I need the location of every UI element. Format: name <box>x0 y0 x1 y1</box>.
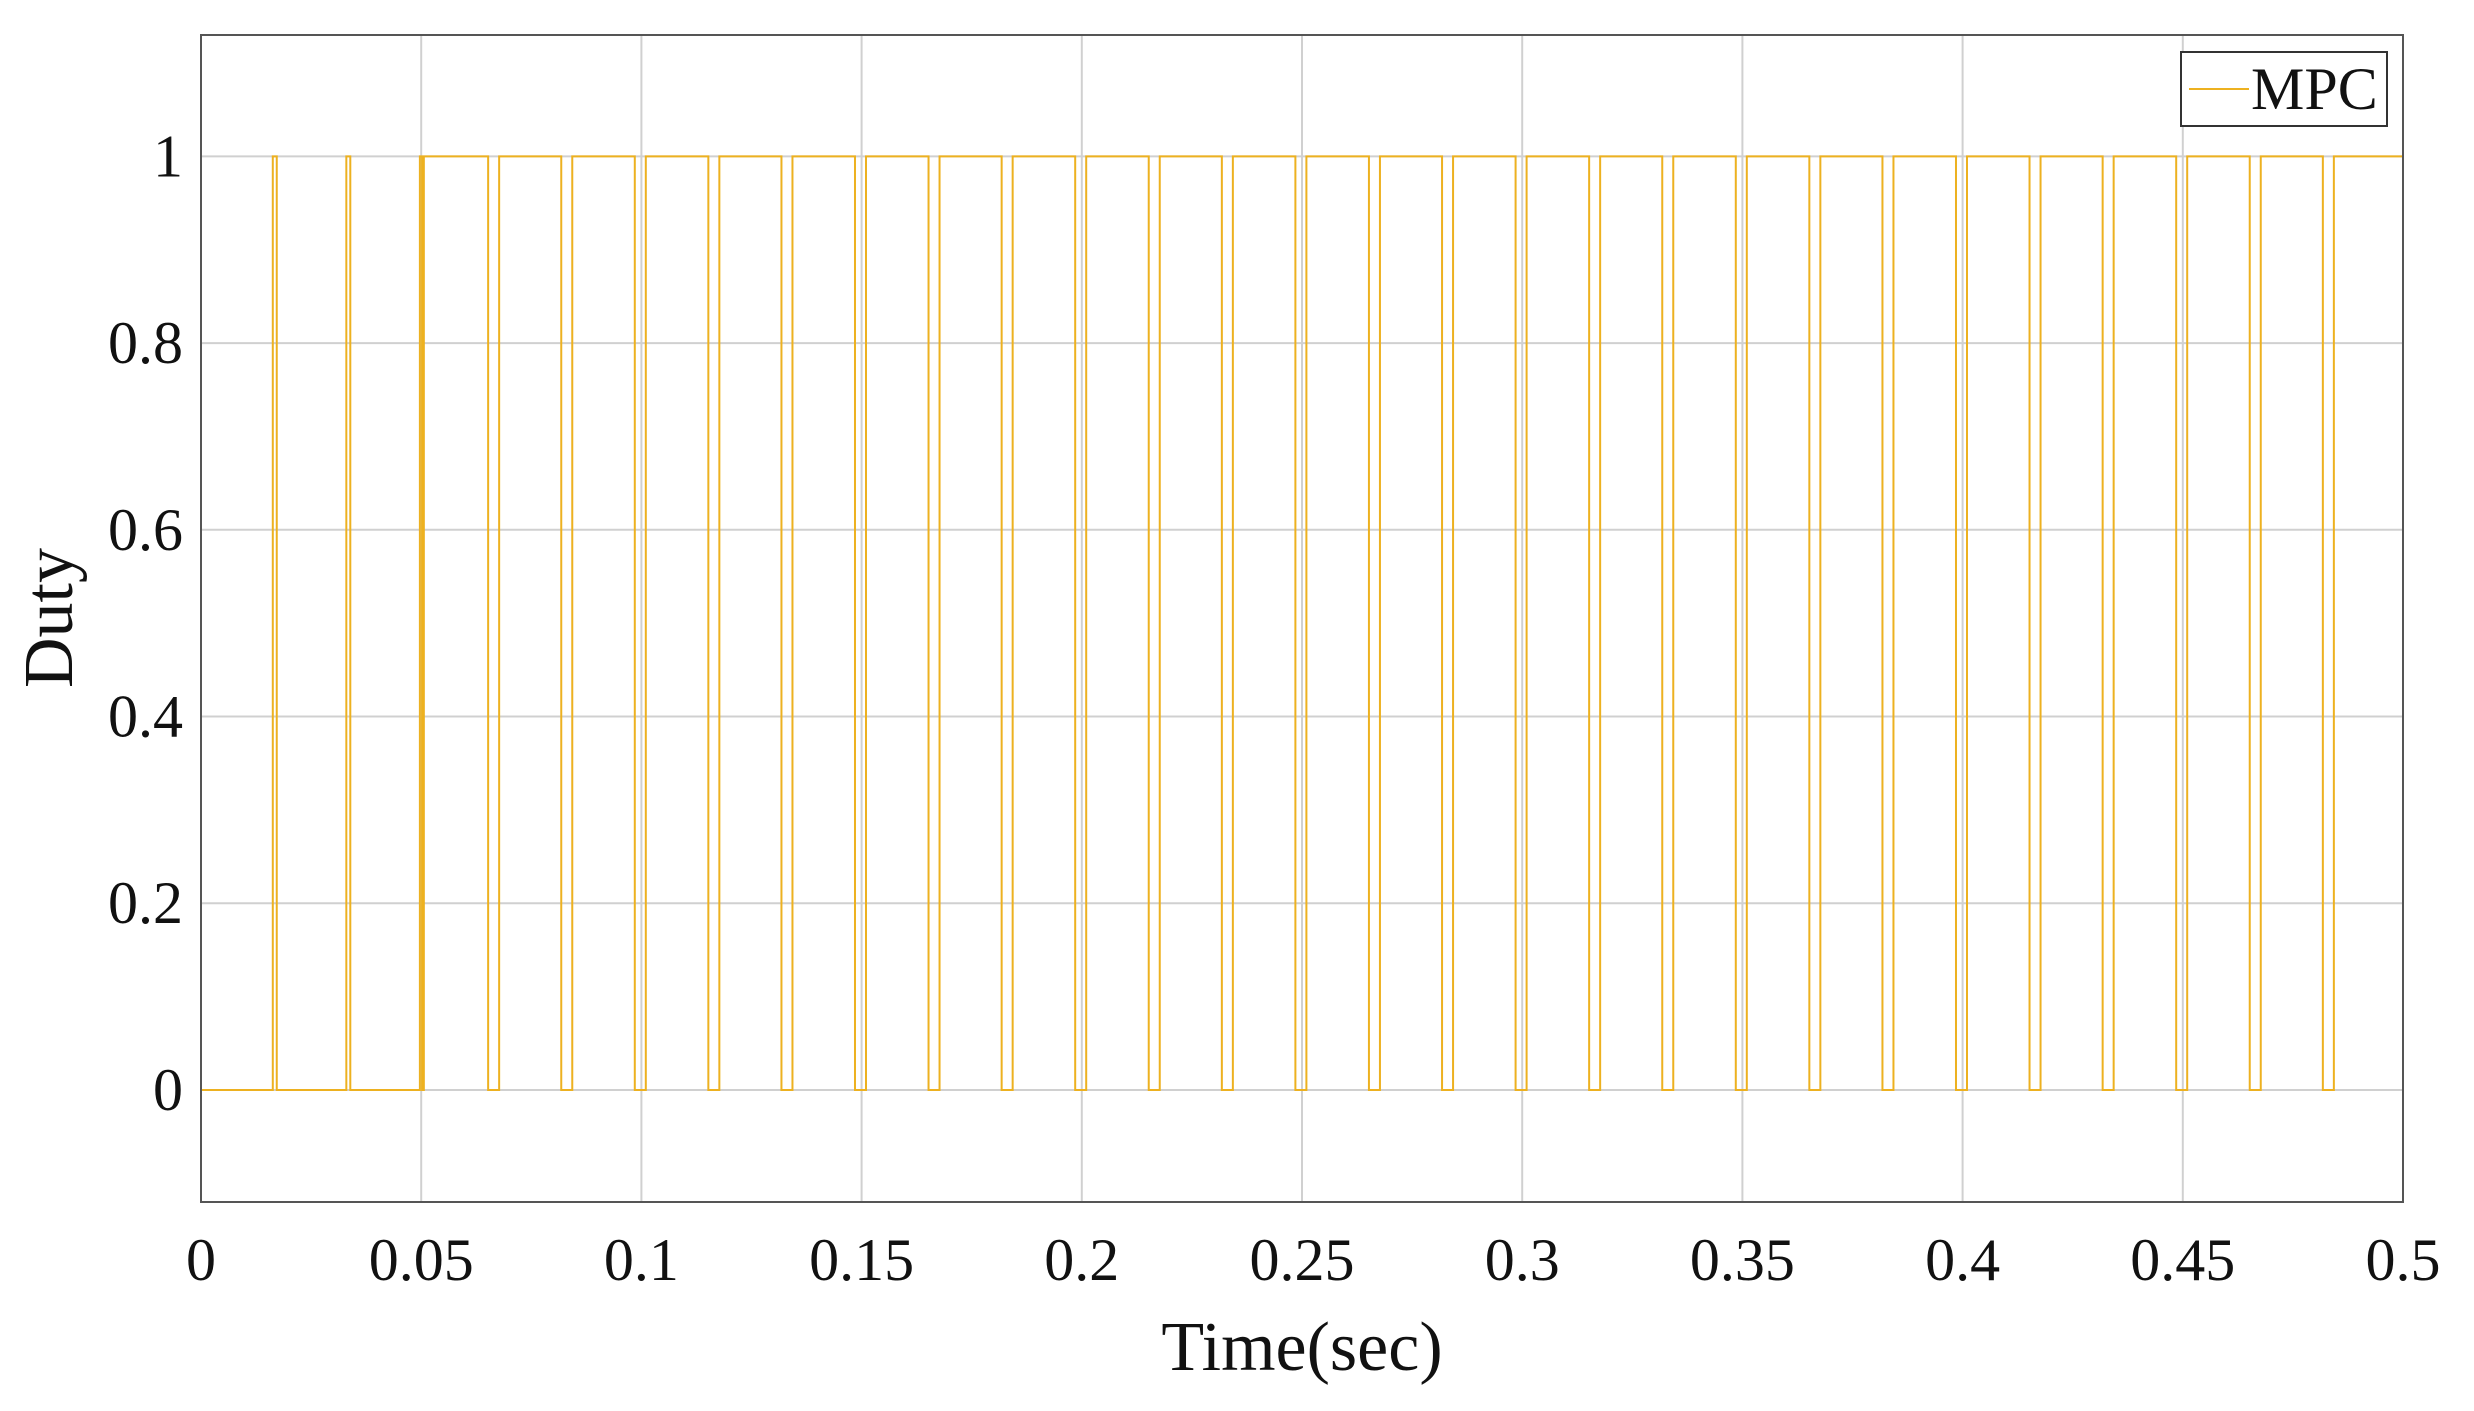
x-tick-label: 0.05 <box>369 1227 474 1293</box>
x-tick-label: 0.4 <box>1925 1227 2000 1293</box>
x-tick-label: 0.15 <box>809 1227 914 1293</box>
y-tick-label: 0.2 <box>108 870 183 936</box>
axes-box <box>200 34 2404 1203</box>
x-tick-label: 0.25 <box>1250 1227 1355 1293</box>
y-tick-label: 0.4 <box>108 684 183 750</box>
y-tick-label: 1 <box>153 123 183 189</box>
legend-label: MPC <box>2251 56 2378 122</box>
x-tick-label: 0.3 <box>1485 1227 1560 1293</box>
x-tick-label: 0.5 <box>2366 1227 2441 1293</box>
x-tick-label: 0.1 <box>604 1227 679 1293</box>
line-series <box>200 155 2403 1091</box>
x-tick-label: 0 <box>186 1227 216 1293</box>
y-tick-label: 0.6 <box>108 497 183 563</box>
x-tick-label: 0.35 <box>1690 1227 1795 1293</box>
x-tick-label: 0.2 <box>1044 1227 1119 1293</box>
y-tick-label: 0 <box>153 1057 183 1123</box>
x-tick-label: 0.45 <box>2130 1227 2235 1293</box>
x-axis-label: Time(sec) <box>1161 1309 1442 1386</box>
y-axis-label: Duty <box>11 548 88 688</box>
y-tick-label: 0.8 <box>108 310 183 376</box>
